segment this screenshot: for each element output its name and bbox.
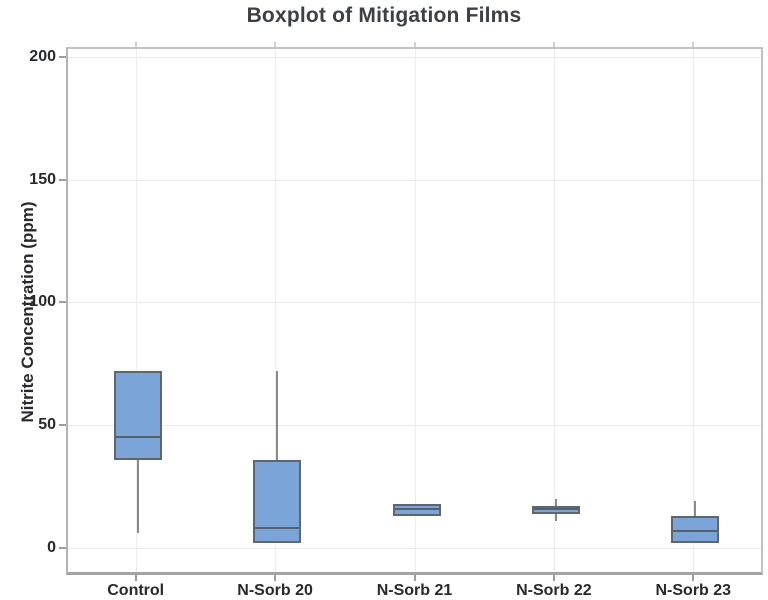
lower-whisker-N-Sorb 22 [554, 513, 557, 521]
x-axis-tick [692, 575, 695, 581]
box-Control [113, 371, 162, 460]
median-Control [115, 436, 160, 439]
box-N-Sorb 20 [253, 459, 302, 544]
y-axis-tick [59, 178, 66, 181]
x-axis-tick [413, 575, 416, 581]
box-N-Sorb 21 [392, 503, 441, 517]
y-axis-tick [59, 424, 66, 427]
top-axis-tick [692, 42, 695, 47]
x-gridline [693, 49, 695, 572]
box-N-Sorb 23 [671, 516, 720, 544]
x-tick-label: Control [107, 582, 165, 599]
upper-whisker-N-Sorb 23 [694, 501, 697, 517]
median-N-Sorb 20 [255, 527, 300, 530]
top-axis-tick [552, 42, 555, 47]
x-tick-label: N-Sorb 23 [655, 582, 732, 599]
x-gridline [414, 49, 416, 572]
top-axis-tick [134, 42, 137, 47]
top-axis-tick [413, 42, 416, 47]
y-axis-tick [59, 546, 66, 549]
x-gridline [135, 49, 137, 572]
plot-area [66, 47, 763, 575]
y-tick-label: 50 [38, 416, 56, 434]
median-N-Sorb 21 [394, 507, 439, 510]
upper-whisker-N-Sorb 20 [276, 371, 279, 460]
median-N-Sorb 23 [673, 529, 718, 532]
x-tick-label: N-Sorb 21 [376, 582, 453, 599]
x-gridline [553, 49, 555, 572]
x-axis-tick [274, 575, 277, 581]
lower-whisker-Control [136, 459, 139, 534]
x-tick-label: N-Sorb 22 [516, 582, 592, 599]
y-tick-label: 200 [29, 47, 56, 65]
y-axis-title: Nitrite Concentration (ppm) [18, 201, 37, 423]
chart-title: Boxplot of Mitigation Films [246, 4, 522, 27]
y-tick-label: 150 [29, 170, 56, 188]
x-axis-tick [552, 575, 555, 581]
x-axis-tick [134, 575, 137, 581]
top-axis-tick [274, 42, 277, 47]
y-tick-label: 0 [47, 538, 56, 556]
y-axis-tick [59, 301, 66, 304]
median-N-Sorb 22 [533, 507, 578, 510]
x-gridline [275, 49, 277, 572]
x-tick-label: N-Sorb 20 [237, 582, 313, 599]
box-N-Sorb 22 [531, 506, 580, 514]
y-tick-label: 100 [29, 293, 56, 311]
upper-whisker-N-Sorb 22 [554, 498, 557, 507]
y-axis-tick [59, 55, 66, 58]
